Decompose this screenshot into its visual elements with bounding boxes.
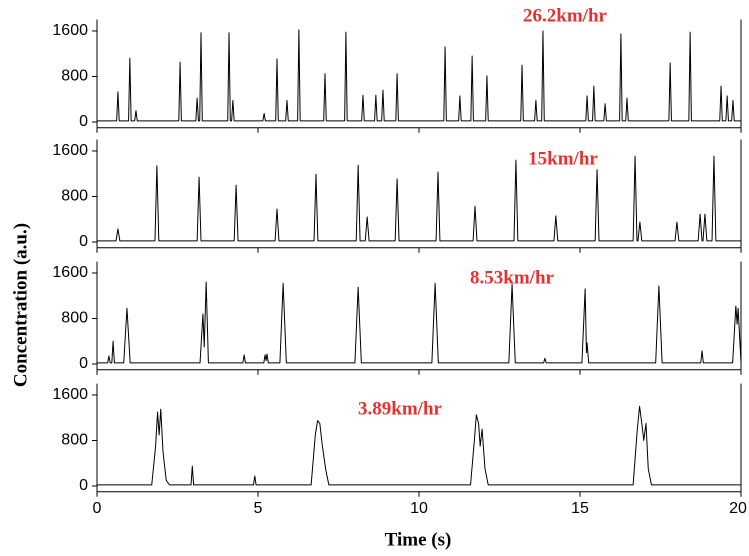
x-tick-label: 5 <box>254 500 263 517</box>
x-tick-label: 15 <box>571 500 589 517</box>
y-tick-label: 1600 <box>52 386 88 403</box>
y-tick-label: 1600 <box>52 22 88 39</box>
data-line <box>97 281 742 364</box>
y-tick-label: 1600 <box>52 142 88 159</box>
annotation: 3.89km/hr <box>358 398 442 419</box>
y-tick-label: 800 <box>61 68 88 85</box>
x-tick-label: 0 <box>93 500 102 517</box>
y-tick-label: 800 <box>61 432 88 449</box>
y-tick-label: 0 <box>79 355 88 372</box>
data-line <box>97 155 741 242</box>
data-line <box>97 405 741 486</box>
annotation: 8.53km/hr <box>470 267 554 288</box>
y-axis-label: Concentration (a.u.) <box>10 223 31 387</box>
y-tick-label: 0 <box>79 233 88 250</box>
x-tick-label: 10 <box>410 500 428 517</box>
annotation: 26.2km/hr <box>523 5 607 26</box>
x-tick-label: 20 <box>729 500 747 517</box>
y-tick-label: 0 <box>79 477 88 494</box>
y-tick-label: 800 <box>61 188 88 205</box>
y-tick-label: 0 <box>79 113 88 130</box>
x-axis-label: Time (s) <box>385 529 452 550</box>
y-tick-label: 1600 <box>52 264 88 281</box>
data-line <box>97 29 741 122</box>
annotation: 15km/hr <box>528 148 598 169</box>
y-tick-label: 800 <box>61 310 88 327</box>
